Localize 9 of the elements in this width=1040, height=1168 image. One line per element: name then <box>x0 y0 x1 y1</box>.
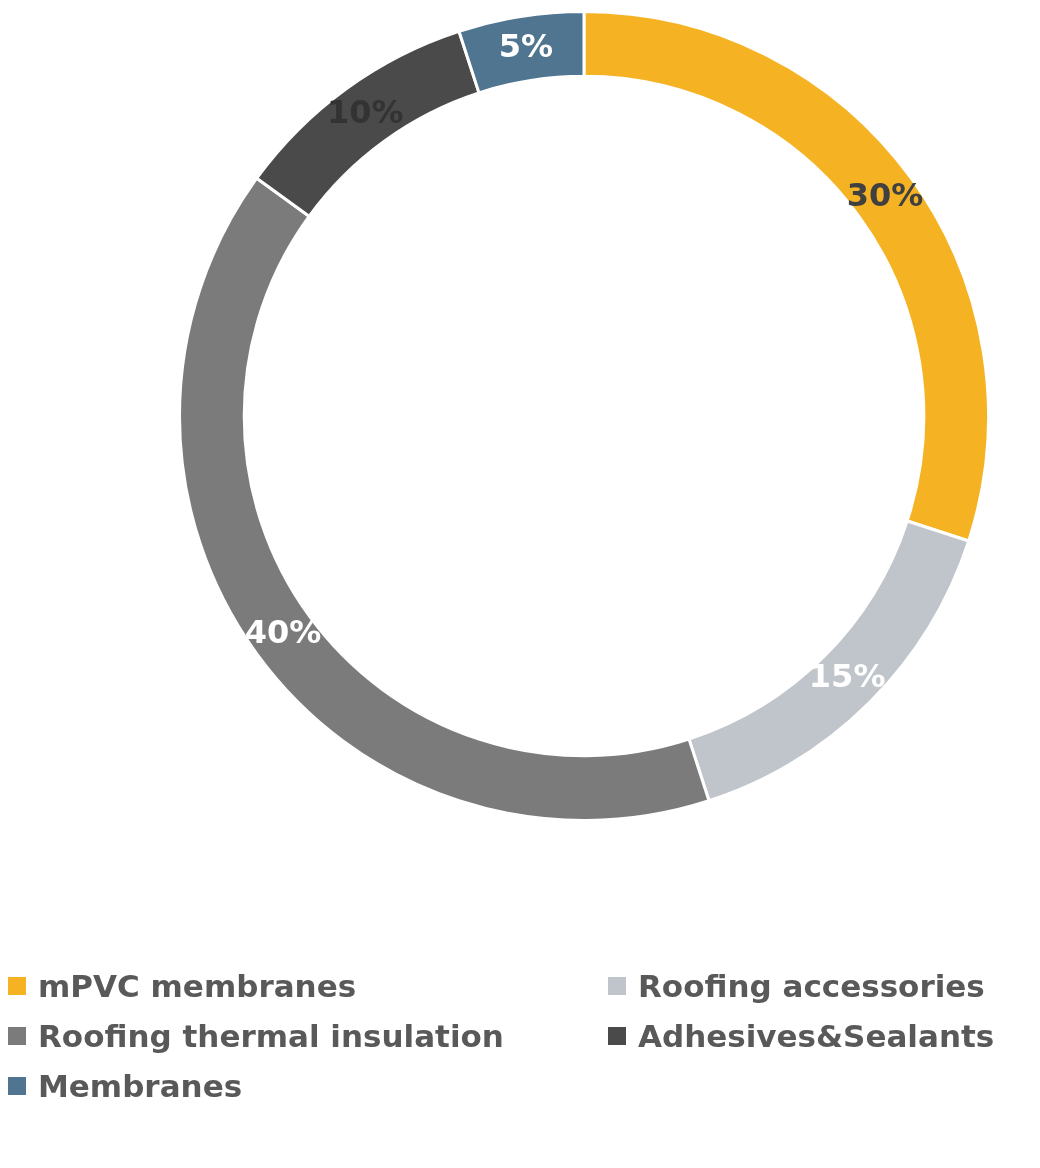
legend-label: mPVC membranes <box>38 968 357 1004</box>
legend-label: Roofing thermal insulation <box>38 1018 504 1054</box>
data-label: 5% <box>498 26 553 65</box>
data-label: 40% <box>244 613 322 652</box>
legend-label: Membranes <box>38 1068 243 1104</box>
data-label: 30% <box>846 175 924 214</box>
legend-label: Adhesives&Sealants <box>638 1018 995 1054</box>
data-label: 15% <box>808 657 886 696</box>
legend-label: Roofing accessories <box>638 968 985 1004</box>
